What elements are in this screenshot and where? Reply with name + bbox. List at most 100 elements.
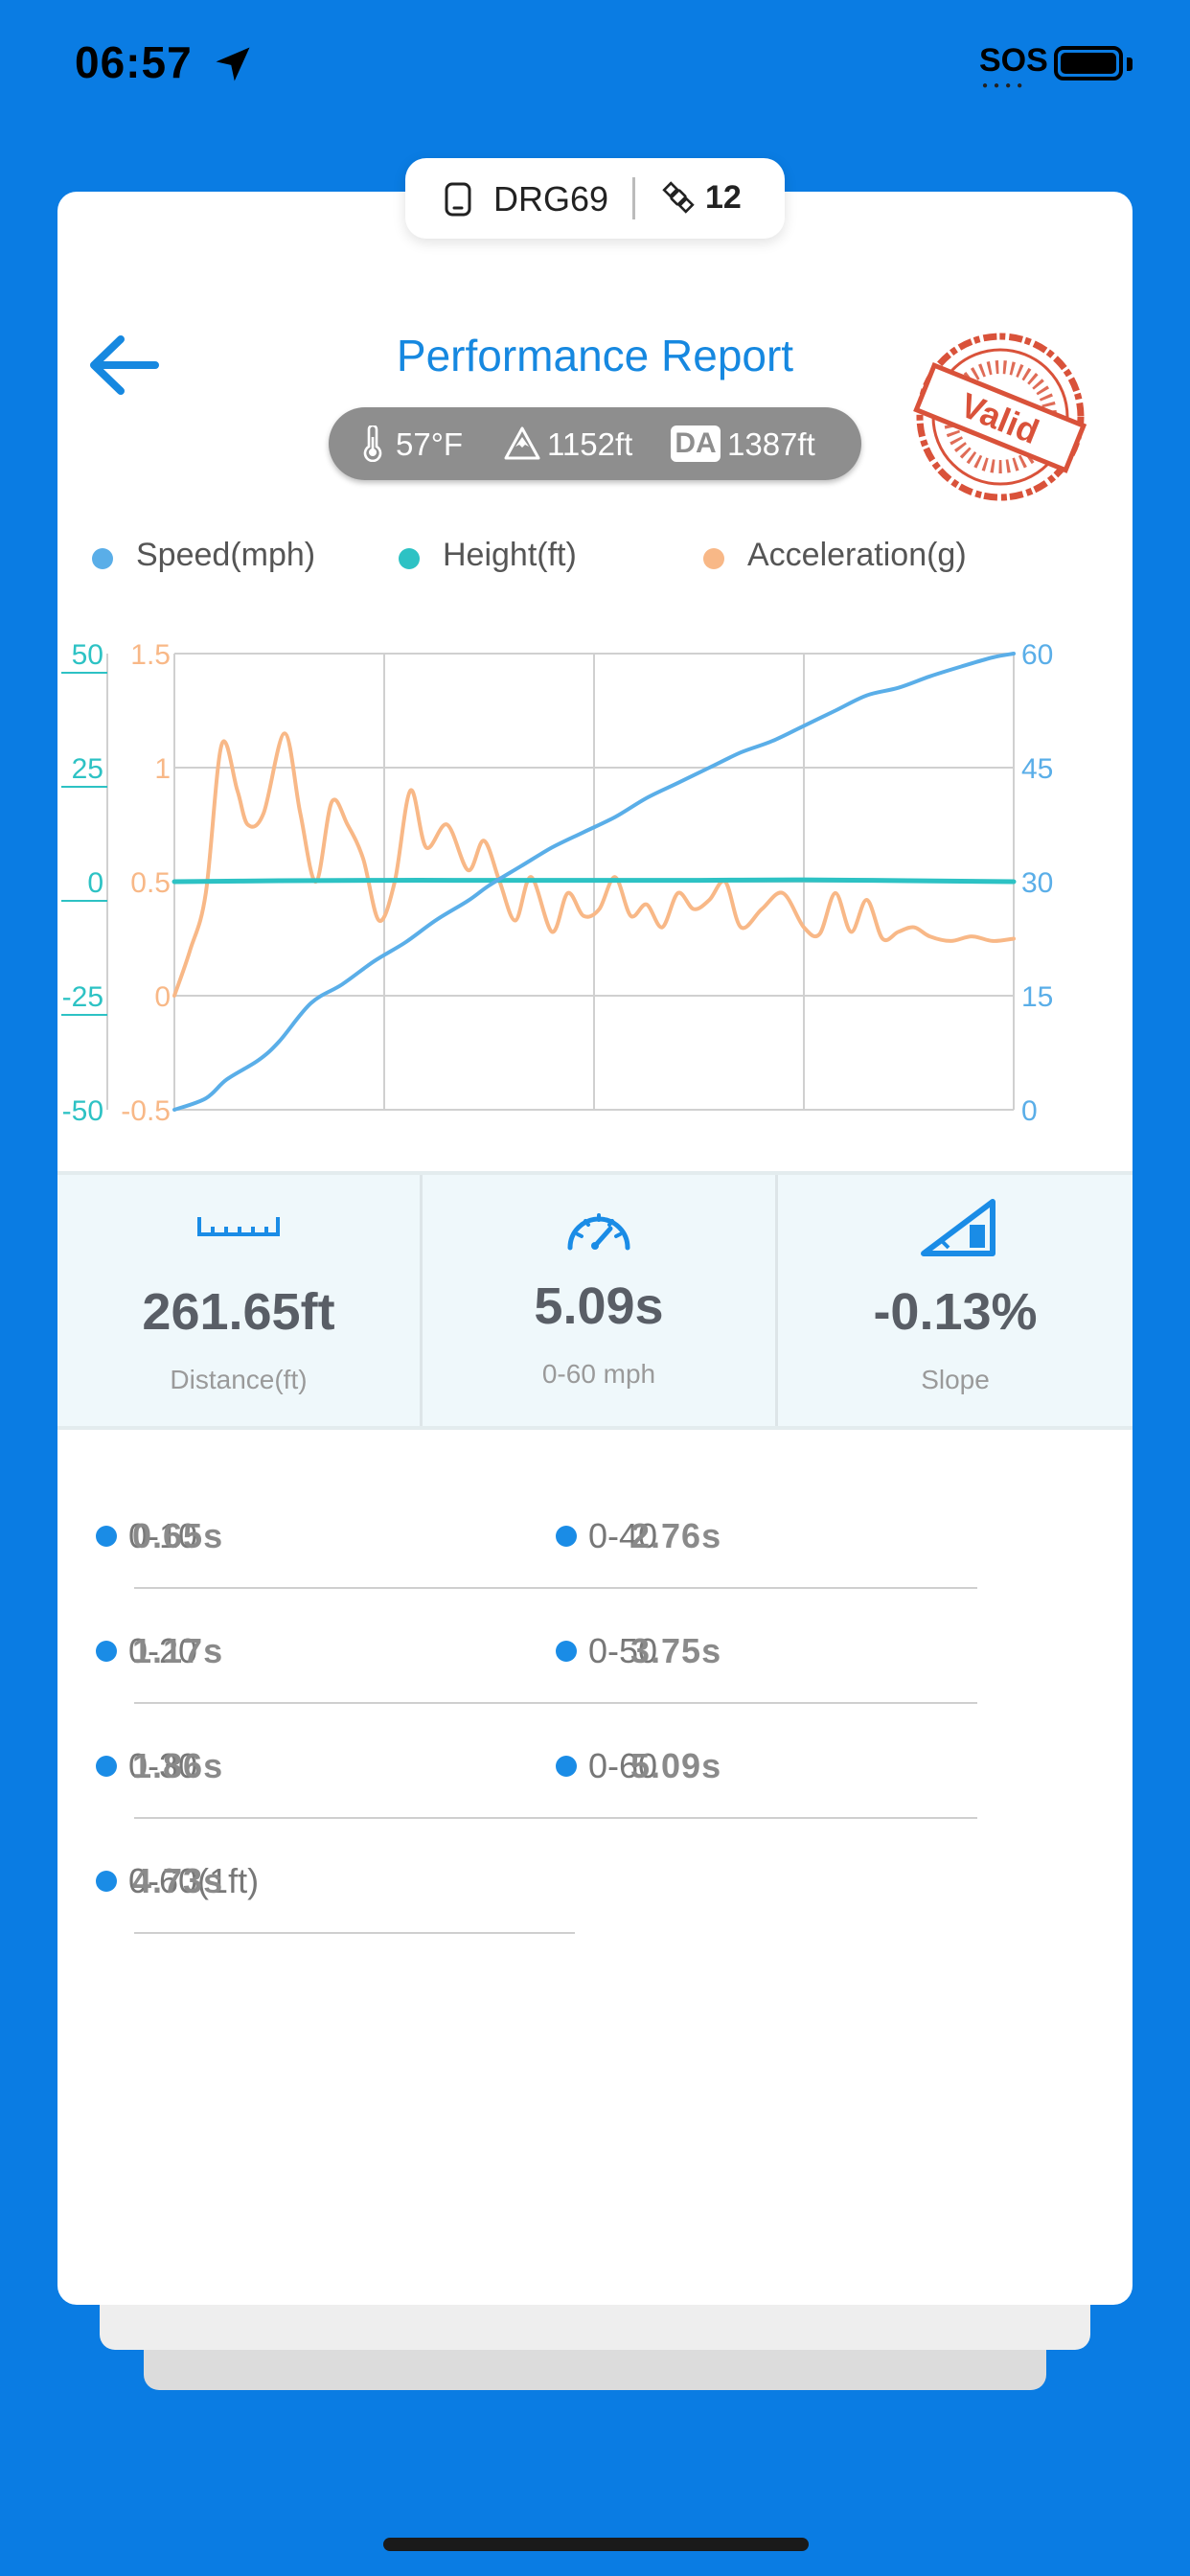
valid-stamp-icon: Valid	[913, 333, 1087, 501]
row-divider	[556, 1702, 977, 1704]
page-title: Performance Report	[396, 331, 794, 380]
satellite-count: 12	[705, 179, 742, 216]
split-row: 0-30 1.86s	[57, 1706, 575, 1819]
location-arrow-icon	[216, 47, 250, 81]
split-name: 0-10	[128, 1516, 198, 1555]
row-divider	[134, 1817, 575, 1819]
row-divider	[134, 1587, 575, 1589]
split-name: 0-40	[588, 1516, 658, 1555]
distance-label: Distance(ft)	[170, 1365, 308, 1394]
temperature-value: 57°F	[396, 426, 464, 462]
stats-band: 261.65ft Distance(ft) 5.09s 0-60 mph -0.…	[57, 1171, 1133, 1430]
legend-label: Height(ft)	[443, 537, 577, 573]
row-divider	[134, 1932, 575, 1934]
height-series-line	[172, 877, 1017, 885]
mountain-icon	[504, 426, 540, 460]
acceleration-tick-label: -0.5	[121, 1095, 171, 1121]
stat-zero-to-sixty: 5.09s 0-60 mph	[423, 1175, 775, 1426]
zero-to-sixty-value: 5.09s	[534, 1277, 664, 1335]
device-pill[interactable]: DRG69 12	[405, 158, 785, 239]
height-tick-label: -50	[62, 1095, 103, 1121]
bullet-icon	[96, 1526, 117, 1547]
stat-distance: 261.65ft Distance(ft)	[57, 1175, 420, 1426]
speed-tick-label: 30	[1021, 867, 1053, 899]
satellite-icon	[662, 181, 695, 214]
bullet-icon	[96, 1641, 117, 1662]
ruler-icon	[197, 1217, 280, 1236]
speed-tick-label: 60	[1021, 639, 1053, 671]
home-indicator[interactable]	[383, 2538, 809, 2551]
row-divider	[556, 1587, 977, 1589]
thermometer-icon	[363, 426, 382, 462]
device-name: DRG69	[493, 179, 609, 218]
status-bar: 06:57 SOS ●●●●	[0, 0, 1190, 134]
distance-value: 261.65ft	[142, 1283, 335, 1341]
split-time: 4.73s	[132, 1861, 224, 1900]
row-divider	[134, 1702, 575, 1704]
bullet-icon	[96, 1871, 117, 1892]
split-name: 0-60	[588, 1746, 658, 1785]
divider	[632, 177, 635, 219]
speed-tick-label: 45	[1021, 753, 1053, 785]
acceleration-series-line	[172, 731, 1016, 998]
row-divider	[556, 1817, 977, 1819]
slope-label: Slope	[921, 1365, 990, 1394]
height-tick-label: 0	[87, 867, 103, 899]
legend-label: Speed(mph)	[136, 537, 316, 573]
stat-divider	[420, 1175, 423, 1426]
acceleration-tick-label: 1.5	[130, 639, 171, 671]
performance-chart: 50 25 0 -25 -50 1.5 1 0.5 0 -0.5 60 45 30 15 0	[61, 639, 1053, 1121]
back-arrow-icon[interactable]	[86, 334, 159, 397]
split-row: 0-10 0.65s	[57, 1476, 575, 1589]
density-altitude-value: 1387ft	[727, 426, 815, 462]
stat-divider	[775, 1175, 778, 1426]
height-tick-label: -25	[62, 981, 103, 1013]
stat-slope: -0.13% Slope	[778, 1175, 1133, 1426]
speed-tick-label: 0	[1021, 1095, 1038, 1121]
speed-series-line	[172, 652, 1016, 1112]
acceleration-tick-label: 0.5	[130, 867, 171, 899]
split-time: 0.65s	[132, 1516, 224, 1555]
bullet-icon	[556, 1641, 577, 1662]
split-name: 0-30	[128, 1746, 198, 1785]
bullet-icon	[556, 1756, 577, 1777]
conditions-pill: 57°F 1152ft DA 1387ft	[329, 407, 861, 480]
signal-dots-icon: ●●●●	[982, 80, 1029, 91]
zero-to-sixty-label: 0-60 mph	[541, 1359, 656, 1389]
battery-tip	[1127, 58, 1133, 71]
split-time: 1.17s	[132, 1631, 224, 1670]
split-name: 0-20	[128, 1631, 198, 1670]
legend-dot	[703, 548, 724, 569]
split-row: 0-60(1ft) 4.73s	[57, 1821, 575, 1934]
clock: 06:57	[75, 37, 193, 87]
card-stack-middle	[100, 2296, 1090, 2350]
elevation-value: 1152ft	[547, 426, 633, 462]
split-row: 0-60 5.09s	[556, 1706, 1050, 1819]
slope-icon	[921, 1199, 995, 1256]
speedometer-icon	[567, 1213, 630, 1251]
split-row: 0-40 2.76s	[556, 1476, 1050, 1589]
bullet-icon	[556, 1526, 577, 1547]
battery-icon	[1054, 46, 1123, 80]
height-tick-label: 25	[72, 753, 103, 785]
density-altitude-badge: DA	[671, 426, 721, 462]
height-tick-label: 50	[72, 639, 103, 671]
legend-label: Acceleration(g)	[747, 537, 967, 573]
legend-dot	[399, 548, 420, 569]
split-time: 2.76s	[630, 1516, 722, 1555]
sos-indicator: SOS	[979, 42, 1048, 79]
split-time: 1.86s	[132, 1746, 224, 1785]
split-time: 3.75s	[630, 1631, 722, 1670]
split-time: 5.09s	[630, 1746, 722, 1785]
speed-tick-label: 15	[1021, 981, 1053, 1013]
split-name: 0-50	[588, 1631, 658, 1670]
legend-dot	[92, 548, 113, 569]
slope-value: -0.13%	[873, 1283, 1038, 1341]
split-name: 0-60(1ft)	[128, 1861, 260, 1900]
bullet-icon	[96, 1756, 117, 1777]
device-icon	[445, 182, 471, 217]
acceleration-tick-label: 1	[154, 753, 171, 785]
acceleration-tick-label: 0	[154, 981, 171, 1013]
split-row: 0-50 3.75s	[556, 1591, 1050, 1704]
split-row: 0-20 1.17s	[57, 1591, 575, 1704]
